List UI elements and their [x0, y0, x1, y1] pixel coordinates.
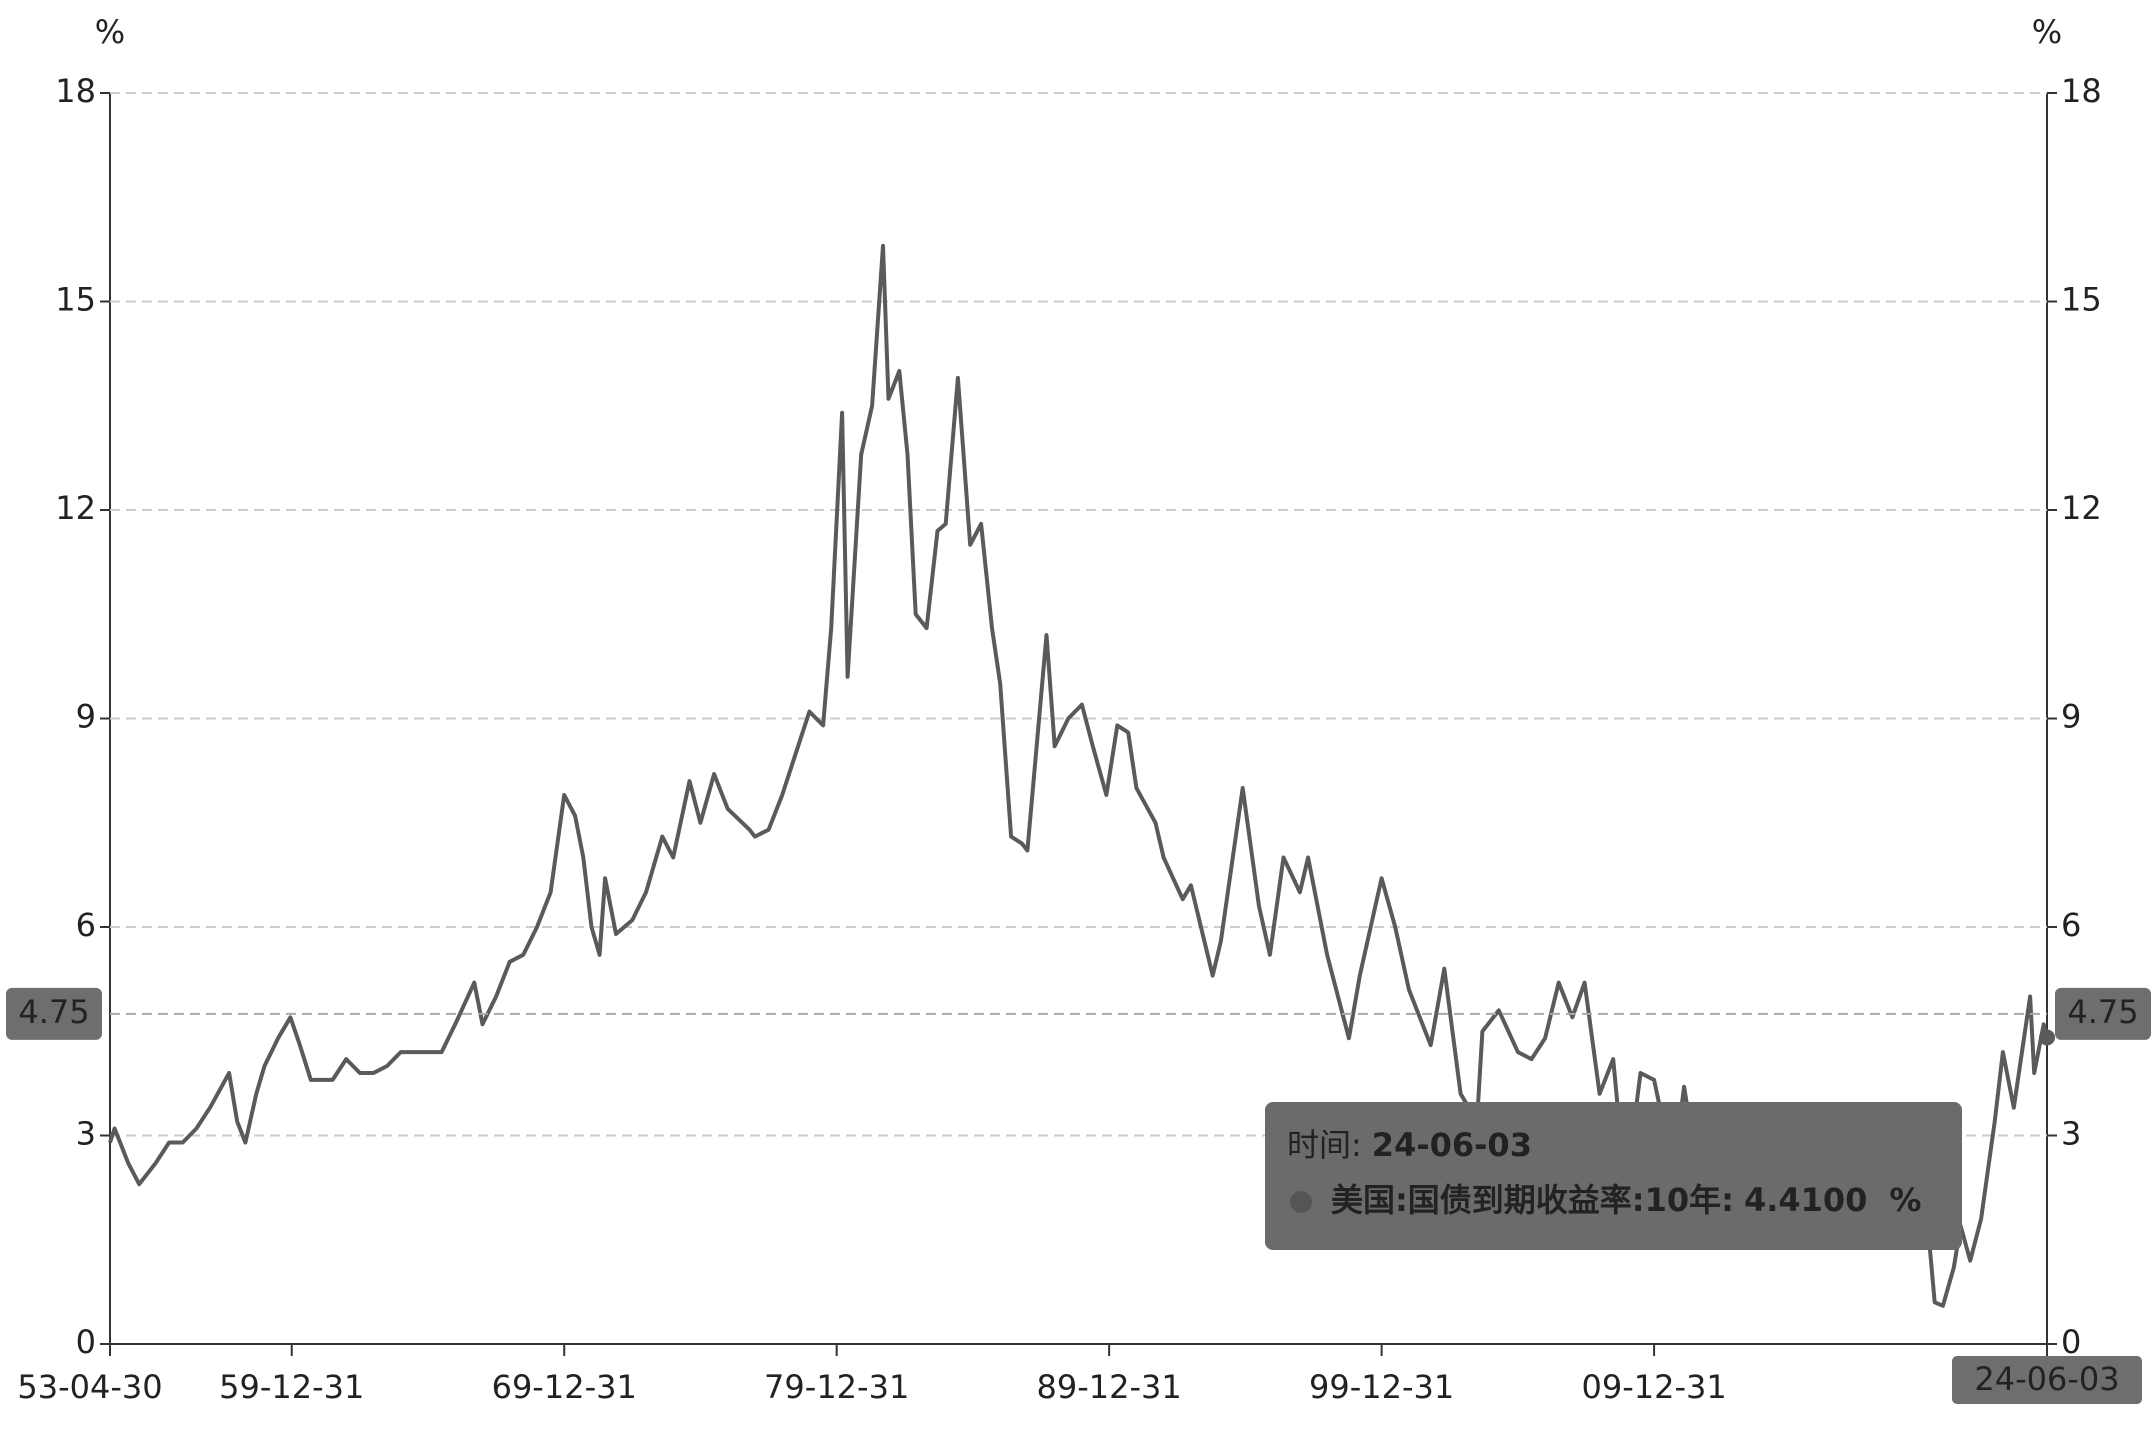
- y-tick-label: 0: [76, 1323, 96, 1361]
- crosshair-box: [6, 987, 102, 1040]
- y-tick-label: 15: [55, 281, 96, 319]
- x-pointer-box: [1952, 1356, 2142, 1404]
- y-tick-label: 6: [76, 906, 96, 944]
- y2-unit: %: [2032, 13, 2062, 51]
- tooltip-dot: [1290, 1191, 1312, 1213]
- tooltip: [1265, 1102, 1962, 1250]
- y-tick-label: 12: [55, 489, 96, 527]
- x-tick-label: 59-12-31: [219, 1368, 364, 1406]
- y-unit: %: [95, 13, 125, 51]
- tooltip-time-value: 24-06-03: [1372, 1126, 1532, 1164]
- tooltip-time-label: 时间:: [1287, 1126, 1362, 1164]
- y2-tick-label: 15: [2061, 281, 2102, 319]
- x-tick-label: 24-06-03: [1974, 1360, 2119, 1398]
- y2-tick-label: 6: [2061, 906, 2081, 944]
- y2-tick-label: 18: [2061, 72, 2102, 110]
- x-tick-label: 09-12-31: [1581, 1368, 1726, 1406]
- x-tick-label: 69-12-31: [492, 1368, 637, 1406]
- y2-tick-label: 9: [2061, 698, 2081, 736]
- y-tick-label: 18: [55, 72, 96, 110]
- x-tick-label: 99-12-31: [1309, 1368, 1454, 1406]
- y-tick-label: 3: [76, 1115, 96, 1153]
- crosshair-label: 4.75: [2067, 993, 2138, 1031]
- y-tick-label: 9: [76, 698, 96, 736]
- crosshair-box: [2055, 987, 2151, 1040]
- tooltip-time: 时间: 24-06-03: [1287, 1126, 1532, 1164]
- x-tick-label: 89-12-31: [1037, 1368, 1182, 1406]
- tooltip-unit: %: [1889, 1181, 1921, 1219]
- x-tick-label: 53-04-30: [17, 1368, 162, 1406]
- x-tick-label: 79-12-31: [764, 1368, 909, 1406]
- y2-tick-label: 0: [2061, 1323, 2081, 1361]
- y2-tick-label: 12: [2061, 489, 2102, 527]
- end-point: [2039, 1029, 2055, 1046]
- y2-tick-label: 3: [2061, 1115, 2081, 1153]
- crosshair-label: 4.75: [18, 993, 89, 1031]
- tooltip-number: 4.4100: [1744, 1181, 1867, 1219]
- tooltip-value: 美国:国债到期收益率:10年: 4.4100%: [1331, 1181, 1921, 1219]
- tooltip-series: 美国:国债到期收益率:10年:: [1331, 1181, 1734, 1219]
